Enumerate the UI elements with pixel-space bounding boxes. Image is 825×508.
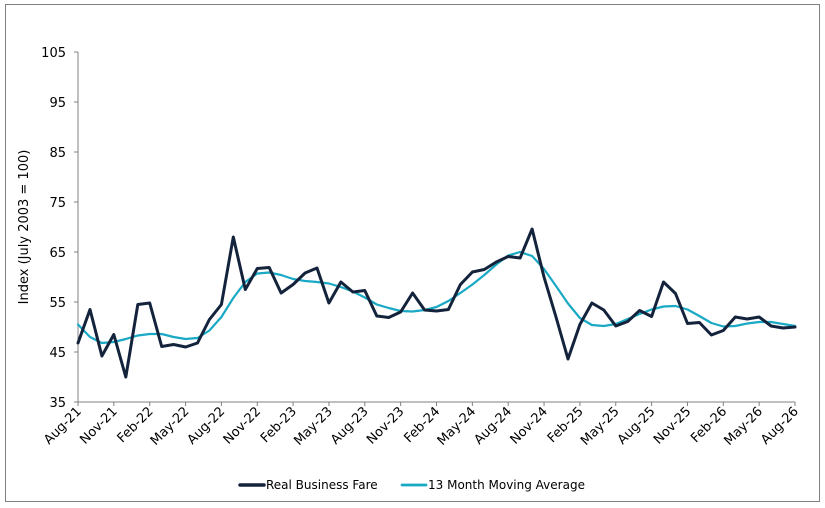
y-tick-label: 75	[49, 196, 66, 211]
legend-label: Real Business Fare	[266, 478, 378, 492]
legend-label: 13 Month Moving Average	[428, 478, 585, 492]
series-line-13-month-moving-average	[76, 250, 797, 345]
y-tick-label: 45	[49, 346, 66, 361]
x-tick-label: Aug-25	[615, 404, 659, 448]
y-tick-labels: 35 45 55 65 75 85 95 105	[41, 46, 78, 411]
x-tick-label: Aug-24	[471, 404, 515, 448]
y-tick-label: 105	[41, 46, 66, 61]
x-tick-label: May-25	[578, 404, 622, 448]
x-tick-label: Aug-23	[328, 404, 372, 448]
x-tick-label: Aug-26	[758, 404, 802, 448]
y-tick-label: 35	[49, 396, 66, 411]
x-tick-label: Aug-22	[185, 404, 229, 448]
y-tick-label: 85	[49, 146, 66, 161]
x-tick-label: Nov-22	[221, 404, 264, 447]
x-tick-label: Nov-23	[364, 404, 407, 447]
chart-frame	[5, 4, 820, 502]
x-tick-label: Nov-21	[77, 404, 120, 447]
x-tick-labels: Aug-21Nov-21Feb-22May-22Aug-22Nov-22Feb-…	[41, 402, 802, 449]
y-tick-label: 65	[49, 246, 66, 261]
axes	[77, 52, 795, 403]
series-lines	[76, 227, 797, 379]
x-tick-label: Nov-24	[508, 404, 551, 447]
x-tick-label: May-26	[722, 404, 766, 448]
series-line-real-business-fare	[76, 227, 797, 379]
y-axis-title: Index (July 2003 = 100)	[17, 150, 32, 305]
x-tick-label: Nov-25	[651, 404, 694, 447]
x-tick-label: May-22	[148, 404, 192, 448]
y-tick-label: 55	[49, 296, 66, 311]
y-tick-label: 95	[49, 96, 66, 111]
legend: Real Business Fare 13 Month Moving Averag…	[238, 478, 585, 492]
x-tick-label: May-23	[291, 404, 335, 448]
x-tick-label: May-24	[435, 404, 479, 448]
